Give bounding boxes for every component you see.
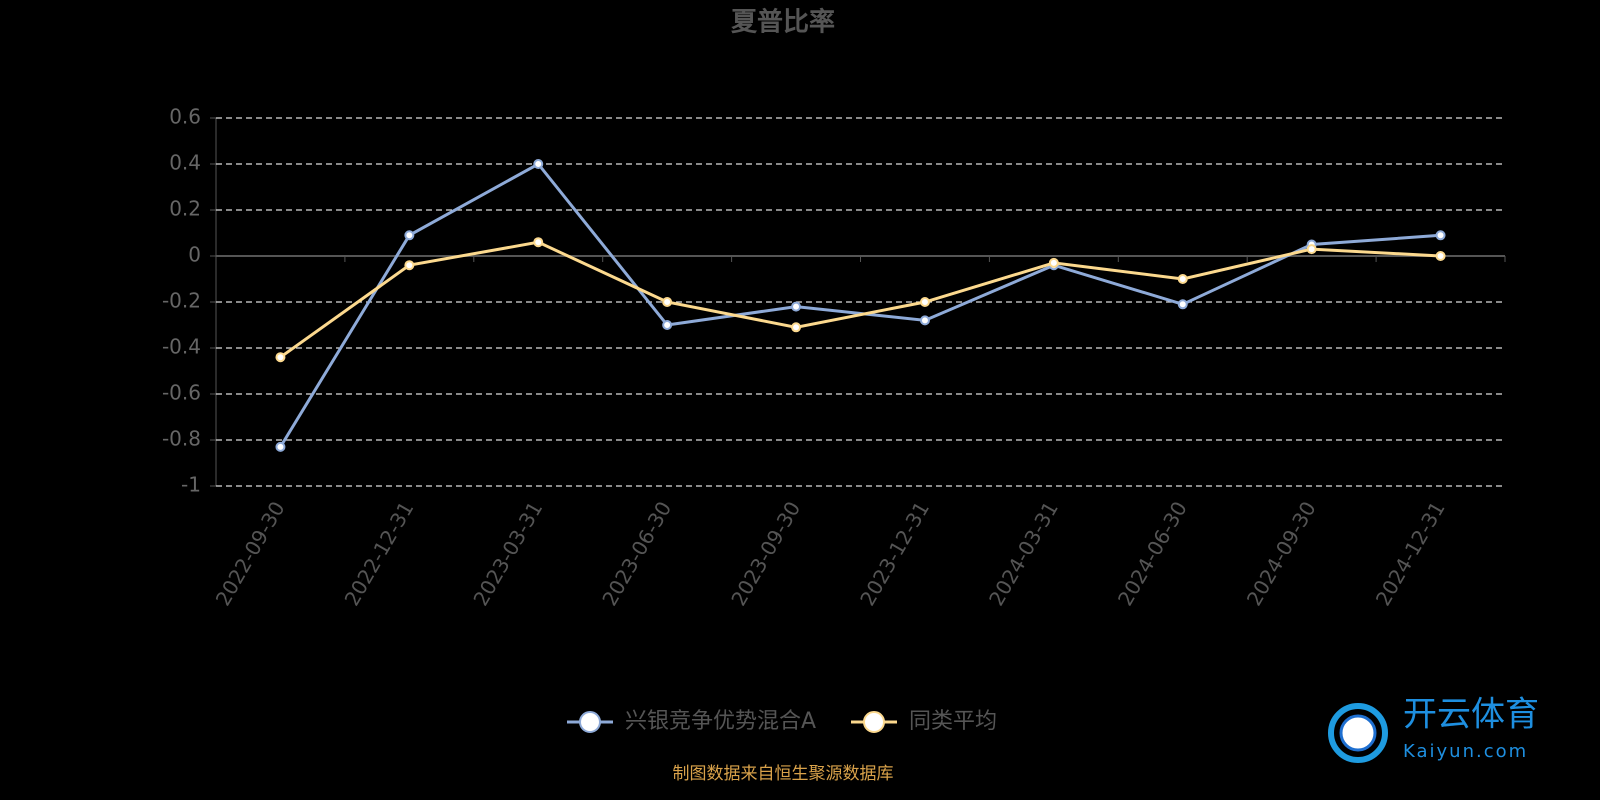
y-tick-label: -0.8 [162, 427, 201, 451]
y-tick-label: -0.4 [162, 335, 201, 359]
series-line [279, 240, 1441, 359]
data-point [1435, 230, 1446, 241]
watermark-logo [1328, 703, 1388, 763]
data-point [533, 237, 544, 248]
y-tick-label: 0.4 [169, 151, 201, 175]
data-point [791, 301, 802, 312]
data-point [919, 315, 930, 326]
legend-label: 同类平均 [909, 709, 997, 734]
legend-marker [863, 711, 885, 733]
watermark-ball [1339, 714, 1377, 752]
data-point [791, 322, 802, 333]
chart-title: 夏普比率 [731, 7, 835, 38]
y-tick-label: 0.2 [169, 197, 201, 221]
data-point [919, 297, 930, 307]
legend-label: 兴银竞争优势混合A [625, 709, 816, 734]
data-point [1048, 257, 1059, 268]
y-tick-label: -1 [181, 473, 201, 497]
y-tick-label: -0.6 [162, 381, 201, 405]
source-note: 制图数据来自恒生聚源数据库 [673, 764, 894, 784]
watermark-url: Kaiyun.com [1403, 741, 1528, 762]
data-point [1177, 274, 1188, 284]
data-point [662, 320, 673, 330]
watermark-name: 开云体育 [1403, 695, 1539, 735]
legend-marker [579, 711, 601, 733]
data-point [1435, 251, 1446, 261]
data-point [275, 441, 286, 452]
data-point [275, 352, 286, 363]
data-point [404, 230, 415, 241]
data-point [1177, 299, 1188, 310]
data-point [404, 260, 415, 271]
y-tick-label: 0.6 [169, 105, 201, 129]
watermark: 开云体育 Kaiyun.com [1328, 695, 1539, 763]
data-point [1306, 244, 1317, 255]
y-tick-label: 0 [188, 243, 201, 267]
data-point [533, 159, 544, 169]
y-tick-label: -0.2 [162, 289, 201, 313]
data-point [662, 297, 673, 307]
